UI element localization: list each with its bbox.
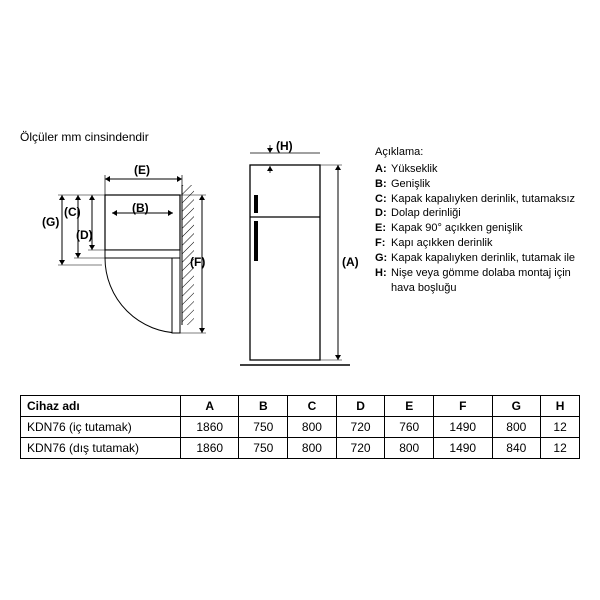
legend-row: H:Nişe veya gömme dolaba montaj için hav… xyxy=(375,266,585,296)
table-header-cell: E xyxy=(385,396,434,417)
legend-key: F: xyxy=(375,236,391,251)
legend-desc: Dolap derinliği xyxy=(391,206,585,221)
legend-key: C: xyxy=(375,192,391,207)
dim-label-B: (B) xyxy=(132,201,149,215)
table-cell: 1490 xyxy=(434,417,492,438)
legend-desc: Kapak kapalıyken derinlik, tutamak ile xyxy=(391,251,585,266)
table-cell: 1860 xyxy=(181,438,239,459)
table-cell: 750 xyxy=(239,417,288,438)
legend-key: D: xyxy=(375,206,391,221)
front-view-diagram: (H) (A) xyxy=(240,145,360,375)
table-cell: 800 xyxy=(288,417,337,438)
table-cell: 12 xyxy=(541,417,580,438)
table-cell: 12 xyxy=(541,438,580,459)
table-header-cell: F xyxy=(434,396,492,417)
legend-row: E:Kapak 90° açıkken genişlik xyxy=(375,221,585,236)
table-row: KDN76 (dış tutamak)186075080072080014908… xyxy=(21,438,580,459)
table-cell: 720 xyxy=(336,438,385,459)
legend-row: F:Kapı açıkken derinlik xyxy=(375,236,585,251)
legend-header: Açıklama: xyxy=(375,145,585,160)
dim-label-H: (H) xyxy=(276,139,293,153)
table-header-cell: C xyxy=(288,396,337,417)
table-row: KDN76 (iç tutamak)1860750800720760149080… xyxy=(21,417,580,438)
legend-row: C:Kapak kapalıyken derinlik, tutamaksız xyxy=(375,192,585,207)
legend-row: D:Dolap derinliği xyxy=(375,206,585,221)
dimensions-table: Cihaz adıABCDEFGH KDN76 (iç tutamak)1860… xyxy=(20,395,580,459)
table-header-cell: A xyxy=(181,396,239,417)
legend-key: B: xyxy=(375,177,391,192)
dim-label-E: (E) xyxy=(134,163,150,177)
legend-desc: Yükseklik xyxy=(391,162,585,177)
legend-row: G:Kapak kapalıyken derinlik, tutamak ile xyxy=(375,251,585,266)
table-cell: 800 xyxy=(288,438,337,459)
legend-desc: Genişlik xyxy=(391,177,585,192)
table-cell: 1490 xyxy=(434,438,492,459)
legend-row: B:Genişlik xyxy=(375,177,585,192)
table-cell: 800 xyxy=(385,438,434,459)
diagram-area: (E) (B) (G) (C) (D) (F) xyxy=(20,145,580,385)
legend-desc: Nişe veya gömme dolaba montaj için hava … xyxy=(391,266,585,296)
legend-desc: Kapak kapalıyken derinlik, tutamaksız xyxy=(391,192,585,207)
legend-key: G: xyxy=(375,251,391,266)
table-header-cell: Cihaz adı xyxy=(21,396,181,417)
legend-desc: Kapak 90° açıkken genişlik xyxy=(391,221,585,236)
table-header-cell: B xyxy=(239,396,288,417)
legend-key: E: xyxy=(375,221,391,236)
dim-label-G: (G) xyxy=(42,215,59,229)
table-cell: 1860 xyxy=(181,417,239,438)
device-name-cell: KDN76 (iç tutamak) xyxy=(21,417,181,438)
table-cell: 760 xyxy=(385,417,434,438)
top-view-diagram: (E) (B) (G) (C) (D) (F) xyxy=(50,165,220,365)
table-header-cell: G xyxy=(492,396,541,417)
dim-label-F: (F) xyxy=(190,255,205,269)
table-cell: 720 xyxy=(336,417,385,438)
legend-key: H: xyxy=(375,266,391,296)
dim-label-C: (C) xyxy=(64,205,81,219)
table-cell: 840 xyxy=(492,438,541,459)
legend-desc: Kapı açıkken derinlik xyxy=(391,236,585,251)
table-header-cell: D xyxy=(336,396,385,417)
table-header-cell: H xyxy=(541,396,580,417)
legend-key: A: xyxy=(375,162,391,177)
legend-row: A:Yükseklik xyxy=(375,162,585,177)
table-cell: 800 xyxy=(492,417,541,438)
units-title: Ölçüler mm cinsindendir xyxy=(20,130,149,144)
table-cell: 750 xyxy=(239,438,288,459)
legend: Açıklama: A:YükseklikB:GenişlikC:Kapak k… xyxy=(375,145,585,295)
dim-label-A: (A) xyxy=(342,255,359,269)
dim-label-D: (D) xyxy=(76,228,93,242)
device-name-cell: KDN76 (dış tutamak) xyxy=(21,438,181,459)
